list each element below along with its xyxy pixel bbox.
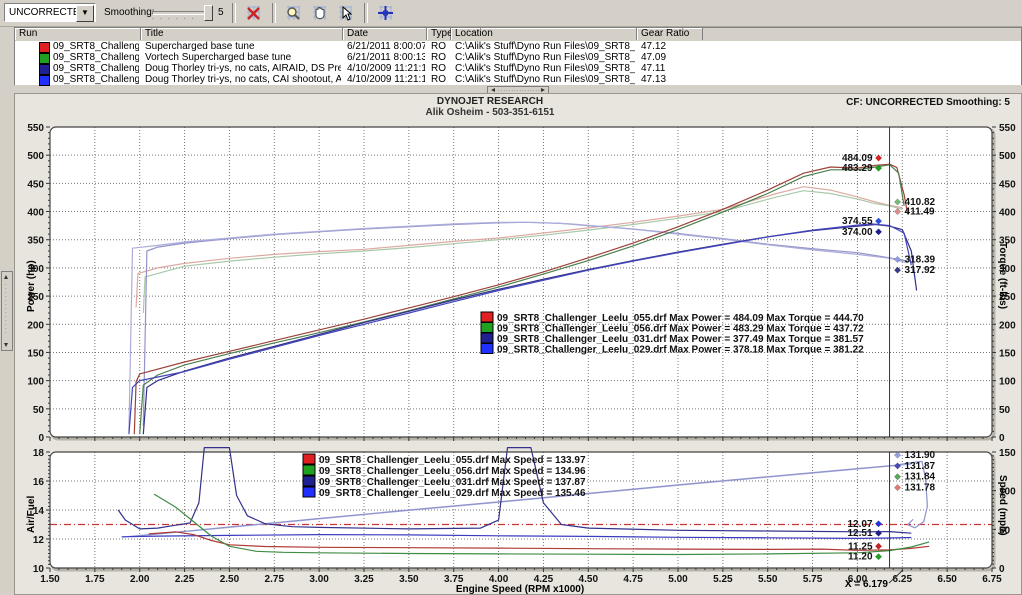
scroll-left-icon[interactable] bbox=[491, 88, 495, 92]
table-row[interactable]: 09_SRT8_Challenger_Leelu_031.drf Doug Tho… bbox=[15, 63, 1021, 75]
plot-area-airfuel-speed[interactable] bbox=[50, 452, 992, 568]
toolbar-separator bbox=[272, 3, 276, 23]
zoom-tool-icon bbox=[287, 6, 300, 20]
toolbar-separator bbox=[232, 3, 236, 23]
zoom-tool-button[interactable] bbox=[280, 2, 308, 26]
chevron-down-icon[interactable]: ▼ bbox=[76, 5, 94, 22]
scroll-up-icon[interactable] bbox=[4, 275, 8, 279]
run-title: Doug Thorley tri-ys, no cats, CAI shooto… bbox=[145, 74, 341, 85]
panel-subtitle: Alik Osheim - 503-351-6151 bbox=[425, 107, 555, 118]
run-file-name: 09_SRT8_Challenger_Leelu_031.drf bbox=[53, 63, 139, 74]
run-type: RO bbox=[431, 41, 446, 52]
table-row[interactable]: 09_SRT8_Challenger_Leelu_029.drf Doug Tho… bbox=[15, 74, 1021, 86]
run-file-name: 09_SRT8_Challenger_Leelu_055.drf bbox=[53, 41, 139, 52]
plot-area-power-torque[interactable] bbox=[50, 127, 992, 437]
smoothing-value: 5 bbox=[218, 7, 224, 18]
run-color-swatch bbox=[39, 75, 50, 86]
run-type: RO bbox=[431, 52, 446, 63]
power-axis-title: Power (hp) bbox=[26, 260, 37, 312]
column-header-location[interactable]: Location bbox=[451, 28, 637, 40]
scroll-down-icon[interactable] bbox=[4, 343, 8, 347]
smoothing-slider-thumb[interactable] bbox=[204, 5, 213, 21]
run-color-swatch bbox=[39, 53, 50, 64]
run-file-name: 09_SRT8_Challenger_Leelu_056.drf bbox=[53, 52, 139, 63]
run-gear-ratio: 47.13 bbox=[641, 74, 667, 85]
run-type: RO bbox=[431, 74, 446, 85]
correction-smoothing-readout: CF: UNCORRECTED Smoothing: 5 bbox=[846, 97, 1010, 108]
chart-0: 0501001502002503003504004505005500501001… bbox=[27, 123, 1016, 444]
run-gear-ratio: 47.11 bbox=[641, 63, 666, 74]
run-location: C:\Alik's Stuff\Dyno Run Files\09_SRT8_C… bbox=[455, 52, 635, 63]
scrollbar-track: ................. bbox=[498, 87, 544, 93]
x-axis-title: Engine Speed (RPM x1000) bbox=[455, 584, 585, 595]
select-tool-button[interactable] bbox=[332, 2, 360, 26]
run-date: 6/21/2011 8:00:07 PM bbox=[347, 41, 425, 52]
run-color-swatch bbox=[39, 42, 50, 53]
run-type: RO bbox=[431, 63, 446, 74]
run-file-name: 09_SRT8_Challenger_Leelu_029.drf bbox=[53, 74, 139, 85]
cursor-position-readout: X = 6.179 bbox=[844, 579, 888, 590]
pan-tool-icon bbox=[313, 6, 326, 20]
run-table: Run Title Date Type Location Gear Ratio 09_SR… bbox=[14, 27, 1022, 86]
smoothing-slider-ticks: ...... bbox=[152, 14, 200, 21]
run-table-body: 09_SRT8_Challenger_Leelu_055.drf Supercha… bbox=[15, 41, 1021, 86]
airfuel-axis-title: Air/Fuel bbox=[26, 495, 37, 533]
run-date: 6/21/2011 8:00:13 PM bbox=[347, 52, 425, 63]
run-title: Supercharged base tune bbox=[145, 41, 255, 52]
scrollbar-track: ............. bbox=[5, 281, 8, 335]
crosshair-tool-button[interactable] bbox=[372, 2, 400, 26]
column-header-type[interactable]: Type bbox=[427, 28, 453, 40]
panel-vertical-scrollbar[interactable]: ............. bbox=[1, 271, 13, 351]
column-header-date[interactable]: Date bbox=[343, 28, 427, 40]
run-date: 4/10/2009 11:21:11 AM bbox=[347, 74, 425, 85]
table-row[interactable]: 09_SRT8_Challenger_Leelu_055.drf Supercha… bbox=[15, 41, 1021, 53]
run-color-swatch bbox=[39, 64, 50, 75]
run-location: C:\Alik's Stuff\Dyno Run Files\09_SRT8_C… bbox=[455, 41, 635, 52]
column-header-run[interactable]: Run bbox=[15, 28, 141, 40]
delete-graph-icon bbox=[247, 6, 260, 20]
column-header-title[interactable]: Title bbox=[141, 28, 343, 40]
correction-factor-value: UNCORRECTED bbox=[9, 7, 87, 18]
pan-tool-button[interactable] bbox=[306, 2, 334, 26]
run-table-header: Run Title Date Type Location Gear Ratio bbox=[15, 28, 1021, 42]
smoothing-label: Smoothing: bbox=[104, 7, 155, 18]
column-header-gear-ratio[interactable]: Gear Ratio bbox=[637, 28, 703, 40]
run-title: Doug Thorley tri-ys, no cats, AIRAID, DS… bbox=[145, 63, 341, 74]
run-gear-ratio: 47.12 bbox=[641, 41, 667, 52]
speed-axis-title: Speed (mph) bbox=[997, 475, 1008, 536]
select-tool-icon bbox=[339, 5, 353, 21]
run-title: Vortech Supercharged base tune bbox=[145, 52, 292, 63]
delete-graph-button[interactable] bbox=[240, 2, 268, 26]
run-gear-ratio: 47.09 bbox=[641, 52, 667, 63]
toolbar: UNCORRECTED ▼ Smoothing: ...... 5 bbox=[0, 0, 1022, 27]
panel-title: DYNOJET RESEARCH bbox=[436, 96, 544, 107]
run-location: C:\Alik's Stuff\Dyno Run Files\09_SRT8_C… bbox=[455, 74, 635, 85]
table-row[interactable]: 09_SRT8_Challenger_Leelu_056.drf Vortech … bbox=[15, 52, 1021, 64]
correction-factor-dropdown[interactable]: UNCORRECTED ▼ bbox=[4, 3, 96, 22]
crosshair-tool-icon bbox=[378, 6, 393, 20]
toolbar-separator bbox=[364, 3, 368, 23]
run-location: C:\Alik's Stuff\Dyno Run Files\09_SRT8_C… bbox=[455, 63, 635, 74]
scroll-right-icon[interactable] bbox=[541, 88, 545, 92]
run-date: 4/10/2009 11:21:13 AM bbox=[347, 63, 425, 74]
torque-axis-title: Torque (ft-lbs) bbox=[997, 242, 1008, 310]
